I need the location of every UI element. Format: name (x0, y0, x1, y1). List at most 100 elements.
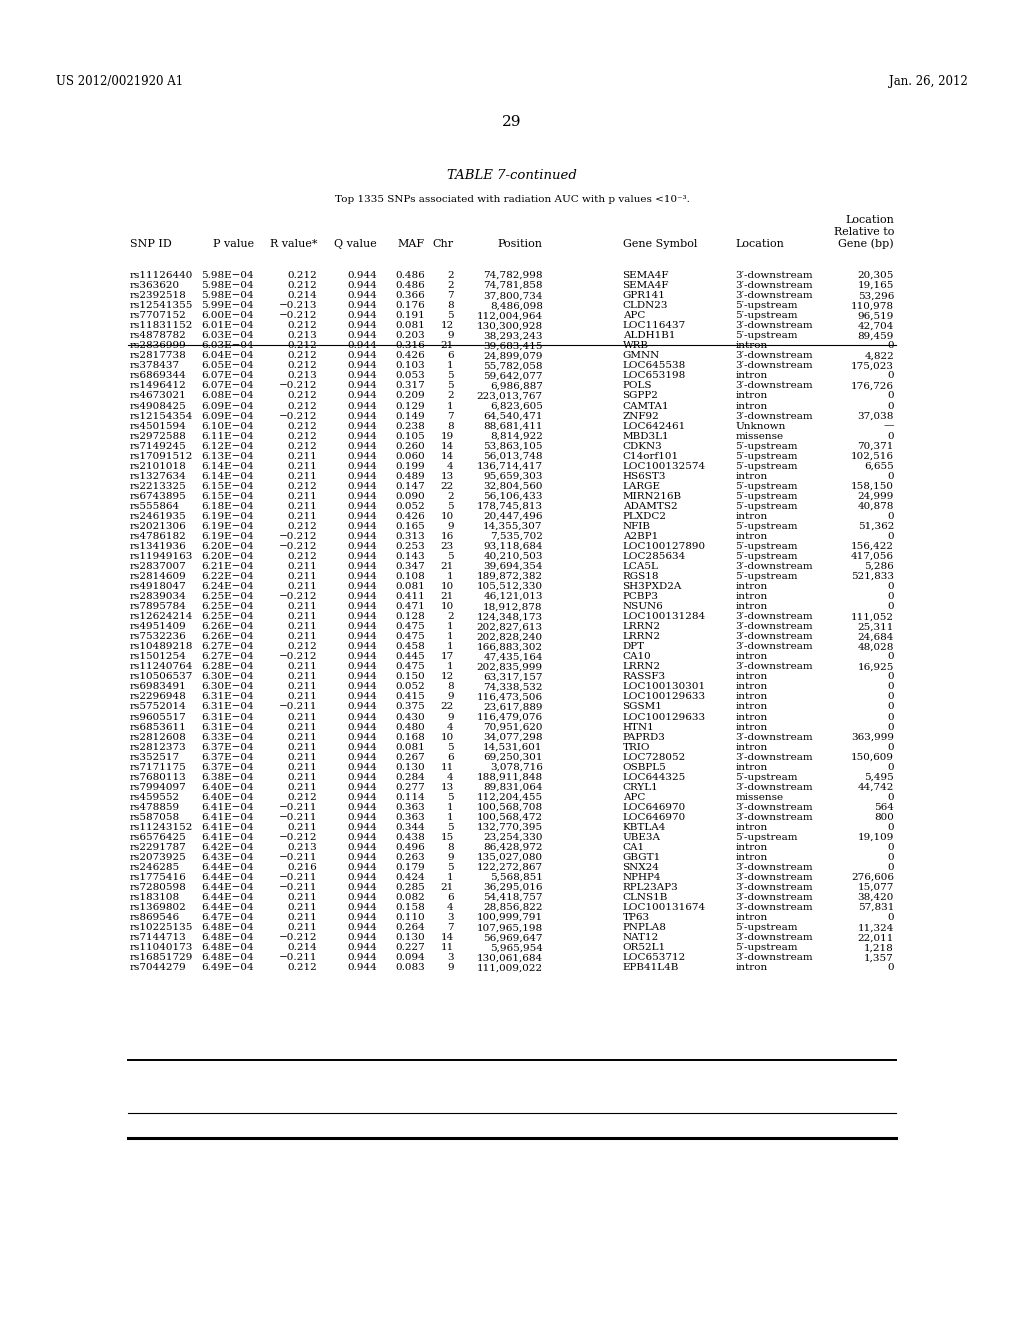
Text: ZNF92: ZNF92 (623, 412, 659, 421)
Text: 0.094: 0.094 (395, 953, 425, 962)
Text: 0.944: 0.944 (347, 521, 377, 531)
Text: 1: 1 (447, 632, 454, 642)
Text: rs7171175: rs7171175 (130, 763, 186, 772)
Text: 0.944: 0.944 (347, 793, 377, 801)
Text: 74,338,532: 74,338,532 (483, 682, 543, 692)
Text: LOC646970: LOC646970 (623, 803, 686, 812)
Text: TRIO: TRIO (623, 743, 650, 751)
Text: 22,011: 22,011 (857, 933, 894, 942)
Text: 89,831,064: 89,831,064 (483, 783, 543, 792)
Text: CA10: CA10 (623, 652, 651, 661)
Text: 21: 21 (440, 883, 454, 892)
Text: 32,804,560: 32,804,560 (483, 482, 543, 491)
Text: rs2814609: rs2814609 (130, 572, 186, 581)
Text: 6.18E−04: 6.18E−04 (202, 502, 254, 511)
Text: 6.44E−04: 6.44E−04 (202, 883, 254, 892)
Text: PAPRD3: PAPRD3 (623, 733, 666, 742)
Text: 0.199: 0.199 (395, 462, 425, 471)
Text: 6.31E−04: 6.31E−04 (202, 702, 254, 711)
Text: 0.212: 0.212 (288, 321, 317, 330)
Text: 0.944: 0.944 (347, 843, 377, 851)
Text: 0.317: 0.317 (395, 381, 425, 391)
Text: 0.944: 0.944 (347, 903, 377, 912)
Text: 6.31E−04: 6.31E−04 (202, 693, 254, 701)
Text: 5: 5 (447, 312, 454, 321)
Text: 5.98E−04: 5.98E−04 (202, 271, 254, 280)
Text: 40,878: 40,878 (857, 502, 894, 511)
Text: 0: 0 (888, 822, 894, 832)
Text: 42,704: 42,704 (857, 321, 894, 330)
Text: 0.944: 0.944 (347, 783, 377, 792)
Text: 7: 7 (447, 923, 454, 932)
Text: 0.944: 0.944 (347, 312, 377, 321)
Text: 0.496: 0.496 (395, 843, 425, 851)
Text: 6.48E−04: 6.48E−04 (202, 944, 254, 952)
Text: 0.081: 0.081 (395, 321, 425, 330)
Text: 11,324: 11,324 (857, 923, 894, 932)
Text: 5′-upstream: 5′-upstream (735, 833, 798, 842)
Text: 6.25E−04: 6.25E−04 (202, 593, 254, 601)
Text: 11: 11 (440, 763, 454, 772)
Text: TP63: TP63 (623, 913, 649, 923)
Text: 0.129: 0.129 (395, 401, 425, 411)
Text: 23,617,889: 23,617,889 (483, 702, 543, 711)
Text: 5′-upstream: 5′-upstream (735, 923, 798, 932)
Text: LOC100129633: LOC100129633 (623, 713, 706, 722)
Text: 22: 22 (440, 702, 454, 711)
Text: 6.15E−04: 6.15E−04 (202, 492, 254, 500)
Text: 21: 21 (440, 562, 454, 572)
Text: 4: 4 (447, 722, 454, 731)
Text: LOC644325: LOC644325 (623, 772, 686, 781)
Text: 6.24E−04: 6.24E−04 (202, 582, 254, 591)
Text: 6.12E−04: 6.12E−04 (202, 442, 254, 450)
Text: LOC646970: LOC646970 (623, 813, 686, 822)
Text: 0.082: 0.082 (395, 894, 425, 902)
Text: 0.211: 0.211 (288, 822, 317, 832)
Text: 0.212: 0.212 (288, 552, 317, 561)
Text: 0.944: 0.944 (347, 652, 377, 661)
Text: PNPLA8: PNPLA8 (623, 923, 667, 932)
Text: 0.191: 0.191 (395, 312, 425, 321)
Text: 40,210,503: 40,210,503 (483, 552, 543, 561)
Text: 20,447,496: 20,447,496 (483, 512, 543, 521)
Text: 0.211: 0.211 (288, 713, 317, 722)
Text: intron: intron (735, 392, 767, 400)
Text: rs7280598: rs7280598 (130, 883, 186, 892)
Text: 0.944: 0.944 (347, 663, 377, 672)
Text: rs4786182: rs4786182 (130, 532, 186, 541)
Text: 0: 0 (888, 371, 894, 380)
Text: 6.11E−04: 6.11E−04 (202, 432, 254, 441)
Text: 116,479,076: 116,479,076 (476, 713, 543, 722)
Text: rs11949163: rs11949163 (130, 552, 194, 561)
Text: 38,293,243: 38,293,243 (483, 331, 543, 341)
Text: rs2837007: rs2837007 (130, 562, 186, 572)
Text: 46,121,013: 46,121,013 (483, 593, 543, 601)
Text: 2: 2 (447, 612, 454, 622)
Text: 6.22E−04: 6.22E−04 (202, 572, 254, 581)
Text: 14: 14 (440, 442, 454, 450)
Text: 0.944: 0.944 (347, 953, 377, 962)
Text: 39,683,415: 39,683,415 (483, 342, 543, 350)
Text: 0.411: 0.411 (395, 593, 425, 601)
Text: WRB: WRB (623, 342, 648, 350)
Text: 3′-downstream: 3′-downstream (735, 933, 813, 942)
Text: 0.944: 0.944 (347, 612, 377, 622)
Text: 0.211: 0.211 (288, 913, 317, 923)
Text: rs11126440: rs11126440 (130, 271, 194, 280)
Text: 0.944: 0.944 (347, 532, 377, 541)
Text: −0.212: −0.212 (279, 543, 317, 550)
Text: 0: 0 (888, 763, 894, 772)
Text: rs2021306: rs2021306 (130, 521, 186, 531)
Text: 0.211: 0.211 (288, 502, 317, 511)
Text: 0.944: 0.944 (347, 462, 377, 471)
Text: 0.944: 0.944 (347, 412, 377, 421)
Text: 0: 0 (888, 342, 894, 350)
Text: 0.211: 0.211 (288, 622, 317, 631)
Text: 0.209: 0.209 (395, 392, 425, 400)
Text: HS6ST3: HS6ST3 (623, 471, 666, 480)
Text: 6.30E−04: 6.30E−04 (202, 682, 254, 692)
Text: rs246285: rs246285 (130, 863, 180, 873)
Text: 0: 0 (888, 682, 894, 692)
Text: rs7895784: rs7895784 (130, 602, 186, 611)
Text: rs17091512: rs17091512 (130, 451, 194, 461)
